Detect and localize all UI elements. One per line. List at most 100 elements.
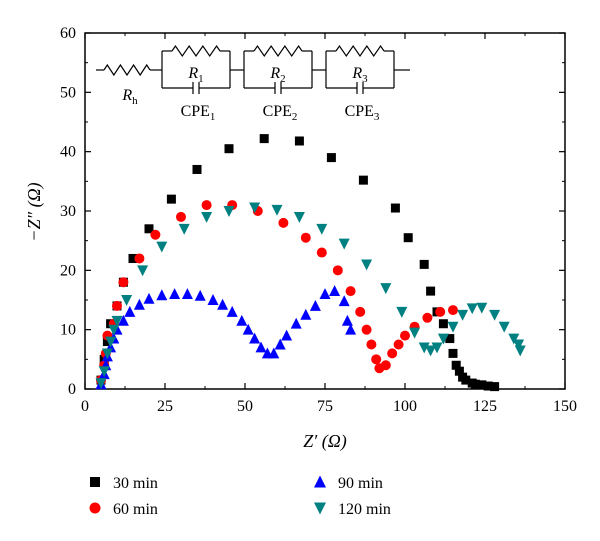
data-point bbox=[108, 324, 120, 336]
x-tick-label: 125 bbox=[473, 398, 497, 415]
x-tick-label: 150 bbox=[553, 398, 577, 415]
legend-label: 120 min bbox=[338, 501, 391, 518]
legend-marker bbox=[314, 502, 326, 515]
legend-marker bbox=[89, 502, 101, 514]
data-point bbox=[128, 253, 138, 263]
data-point bbox=[249, 332, 261, 344]
data-point bbox=[255, 341, 267, 353]
data-point bbox=[121, 295, 133, 306]
data-point bbox=[274, 338, 286, 350]
data-point bbox=[514, 345, 526, 357]
y-tick-label: 60 bbox=[60, 25, 76, 42]
data-point bbox=[461, 375, 471, 385]
data-point bbox=[278, 217, 289, 228]
data-point bbox=[194, 289, 206, 301]
y-axis-ticks: 0 10 20 30 40 50 60 bbox=[60, 25, 565, 398]
series-2 bbox=[95, 285, 357, 390]
data-point bbox=[366, 339, 377, 350]
data-point bbox=[259, 134, 269, 144]
data-point bbox=[156, 289, 168, 301]
data-point bbox=[477, 380, 487, 390]
data-point bbox=[390, 203, 400, 213]
x-tick-label: 100 bbox=[393, 398, 417, 415]
data-point bbox=[281, 329, 293, 341]
data-point bbox=[438, 319, 448, 329]
data-point bbox=[166, 194, 176, 204]
data-point bbox=[451, 360, 461, 370]
data-point bbox=[217, 298, 229, 310]
data-point bbox=[380, 360, 391, 371]
data-point bbox=[105, 336, 117, 348]
data-point bbox=[380, 283, 392, 295]
y-tick-label: 10 bbox=[60, 322, 76, 339]
plot-frame bbox=[84, 32, 566, 390]
data-point bbox=[300, 308, 312, 320]
data-point bbox=[393, 339, 404, 350]
legend-label: 60 min bbox=[113, 501, 158, 518]
data-point bbox=[403, 233, 413, 243]
data-point bbox=[117, 314, 129, 326]
data-point bbox=[457, 309, 469, 321]
x-tick-label: 25 bbox=[157, 398, 173, 415]
series-3 bbox=[95, 202, 526, 390]
data-point bbox=[112, 300, 122, 311]
data-point bbox=[466, 303, 478, 315]
data-point bbox=[400, 330, 410, 341]
data-point bbox=[332, 265, 343, 276]
resistor-1 bbox=[171, 44, 221, 58]
data-point bbox=[445, 334, 455, 344]
y-tick-label: 0 bbox=[68, 381, 76, 398]
data-point bbox=[476, 302, 488, 314]
data-point bbox=[338, 238, 350, 250]
data-point bbox=[426, 286, 436, 296]
data-point bbox=[118, 277, 129, 288]
data-point bbox=[176, 211, 186, 222]
resistor-rh bbox=[103, 63, 151, 77]
data-point bbox=[371, 354, 382, 365]
data-point bbox=[290, 317, 302, 329]
data-point bbox=[124, 305, 136, 317]
data-markers bbox=[95, 134, 526, 392]
y-axis-title: −Z″ (Ω) bbox=[24, 182, 45, 241]
data-point bbox=[326, 153, 336, 163]
data-point bbox=[111, 315, 123, 327]
data-point bbox=[447, 321, 459, 333]
label-r3: R3 bbox=[351, 65, 368, 85]
data-point bbox=[355, 306, 366, 317]
resistor-3 bbox=[335, 44, 385, 58]
legend-marker bbox=[314, 475, 326, 488]
x-tick-label: 75 bbox=[317, 398, 333, 415]
data-point bbox=[316, 247, 327, 258]
data-point bbox=[435, 306, 446, 317]
x-tick-label: 50 bbox=[237, 398, 253, 415]
data-point bbox=[437, 333, 449, 345]
data-point bbox=[293, 211, 305, 223]
data-point bbox=[508, 333, 520, 345]
data-point bbox=[137, 265, 149, 277]
data-point bbox=[223, 206, 235, 217]
data-point bbox=[101, 348, 113, 360]
data-point bbox=[396, 306, 408, 318]
data-point bbox=[513, 339, 525, 351]
legend-label: 30 min bbox=[113, 475, 158, 492]
data-point bbox=[133, 298, 145, 310]
series-0 bbox=[96, 134, 500, 392]
label-r2: R2 bbox=[269, 65, 285, 85]
data-point bbox=[192, 164, 202, 174]
data-point bbox=[249, 202, 261, 214]
data-point bbox=[102, 337, 112, 347]
data-point bbox=[361, 324, 372, 335]
data-point bbox=[224, 144, 234, 154]
data-point bbox=[144, 224, 154, 234]
data-point bbox=[268, 347, 280, 359]
data-point bbox=[341, 314, 353, 326]
data-point bbox=[300, 232, 311, 243]
data-point bbox=[294, 136, 304, 146]
equivalent-circuit-inset bbox=[96, 44, 410, 94]
data-point bbox=[156, 241, 168, 253]
data-point bbox=[181, 288, 193, 300]
label-cpe3: CPE3 bbox=[345, 103, 380, 123]
data-point bbox=[431, 342, 443, 354]
data-point bbox=[387, 348, 398, 359]
data-point bbox=[345, 286, 356, 297]
